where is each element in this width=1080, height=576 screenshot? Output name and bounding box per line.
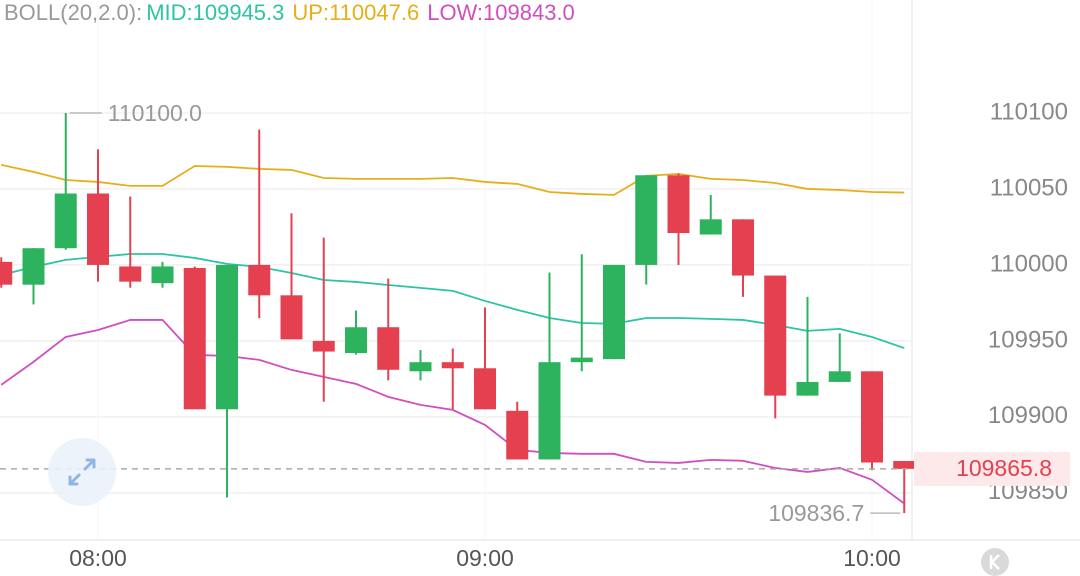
y-tick-label: 110050 <box>990 174 1068 201</box>
last-price-box <box>914 451 1070 486</box>
candle-body <box>764 275 787 396</box>
candle-body <box>506 410 529 460</box>
candle-body <box>345 327 367 354</box>
expand-icon <box>68 458 96 486</box>
candle-body <box>119 266 142 282</box>
min-label: 109836.7 <box>768 500 864 526</box>
y-tick-label: 110000 <box>990 250 1068 277</box>
candle-body <box>796 381 819 396</box>
y-tick-label: 109900 <box>988 402 1068 429</box>
kline-icon <box>989 554 1000 570</box>
candle-body <box>312 340 335 352</box>
legend-entry: LOW:109843.0 <box>427 0 575 25</box>
max-label: 110100.0 <box>108 100 202 126</box>
last-price-label: 109865.8 <box>956 455 1052 481</box>
legend-entry: UP:110047.6 <box>292 0 419 25</box>
candle-body <box>0 261 13 285</box>
kline-button-bg <box>981 548 1009 576</box>
candles <box>0 112 916 514</box>
y-tick-label: 109950 <box>988 326 1068 353</box>
x-tick-label: 08:00 <box>69 545 127 571</box>
candle-body <box>377 327 400 370</box>
candle-body <box>570 357 593 363</box>
candle-body <box>151 266 174 284</box>
candle-body <box>635 175 658 265</box>
indicator-line <box>1 253 905 349</box>
candle-body <box>861 371 883 463</box>
candle-body <box>248 264 271 296</box>
kline-button[interactable] <box>981 548 1009 576</box>
candle-body <box>441 362 464 369</box>
candle-body <box>87 193 109 265</box>
candle-body <box>699 219 722 235</box>
candle-body <box>216 264 238 410</box>
candle-body <box>603 264 625 360</box>
legend-entry: MID:109945.3 <box>146 0 284 25</box>
candle-body <box>732 219 754 276</box>
candle-body <box>893 460 916 469</box>
indicator-header: BOLL(20,2.0): MID:109945.3 UP:110047.6 LOW:… <box>4 0 575 25</box>
candle-body <box>409 362 432 372</box>
candle-body <box>538 362 561 460</box>
y-tick-label: 110100 <box>990 98 1068 125</box>
x-tick-label: 09:00 <box>456 545 514 571</box>
candle-body <box>474 368 496 410</box>
indicator-line <box>1 164 905 196</box>
candle-body <box>280 295 303 340</box>
x-tick-label: 10:00 <box>843 545 901 571</box>
candle-body <box>22 248 45 285</box>
expand-button[interactable] <box>48 438 116 506</box>
candle-body <box>183 267 206 410</box>
expand-button-bg <box>48 438 116 506</box>
candle-body <box>828 371 851 382</box>
candle-body <box>54 193 77 249</box>
annotations: 110100.0 109836.7 109865.8 <box>0 100 1070 526</box>
indicator-line <box>0 319 905 505</box>
indicator-name: BOLL(20,2.0): <box>4 0 142 25</box>
indicator-lines <box>0 164 905 505</box>
candle-body <box>667 175 690 234</box>
